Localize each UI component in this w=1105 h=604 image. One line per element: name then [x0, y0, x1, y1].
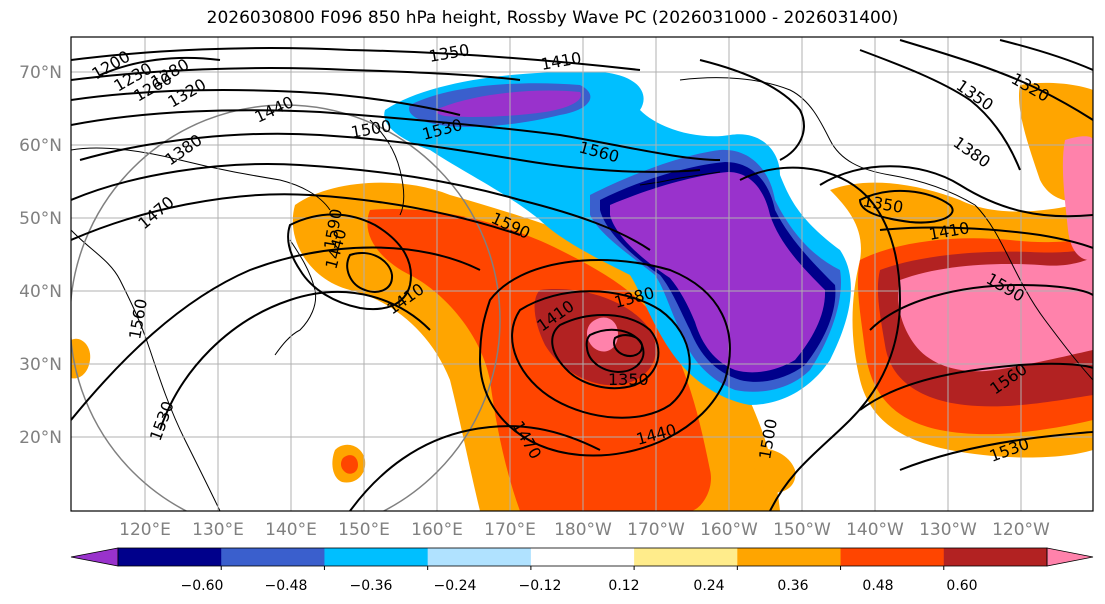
- asia-coastline: [71, 229, 221, 511]
- pink-anomaly-core: [586, 317, 618, 352]
- colorbar-extend-min: [70, 547, 119, 567]
- lon-label: 170°W: [627, 520, 685, 540]
- lat-label: 40°N: [19, 282, 62, 302]
- colorbar-ticks: −0.60 −0.48 −0.36 −0.24 −0.12 0.12 0.24 …: [181, 578, 978, 594]
- colorbar-segments: [70, 547, 1094, 570]
- colorbar-segment: [118, 548, 222, 566]
- colorbar-tick-label: 0.24: [693, 578, 724, 594]
- colorbar-tick-label: −0.24: [434, 578, 477, 594]
- lon-label: 160°W: [700, 520, 758, 540]
- colorbar-tick-label: −0.36: [350, 578, 393, 594]
- asia-coastline-north: [71, 147, 331, 211]
- contour-label: 1470: [134, 192, 177, 233]
- height-contours: [71, 39, 1093, 511]
- colorbar-segment: [737, 548, 842, 566]
- region-circle: [71, 104, 501, 511]
- colorbar-tick-label: 0.60: [946, 578, 977, 594]
- japan-coastline: [274, 239, 317, 356]
- longitude-labels: 120°E 130°E 140°E 150°E 160°E 170°E 180°…: [119, 520, 1050, 540]
- small-red-patch-south: [340, 455, 358, 474]
- colorbar-segment: [221, 548, 325, 566]
- lon-label: 140°W: [846, 520, 904, 540]
- map-frame: [70, 36, 1094, 512]
- colorbar-tick-label: −0.48: [265, 578, 308, 594]
- lon-label: 130°W: [919, 520, 977, 540]
- lon-label: 150°W: [773, 520, 831, 540]
- shaded-anomaly-field: [71, 71, 1093, 511]
- lon-label: 150°E: [338, 520, 390, 540]
- contour-label: 1380: [161, 130, 205, 169]
- contour-label: 1350: [427, 40, 470, 66]
- contour-label: 1440: [252, 92, 297, 126]
- lat-label: 30°N: [19, 355, 62, 375]
- small-positive-patch-hawaii: [754, 448, 796, 493]
- colorbar-tick-label: 0.36: [777, 578, 808, 594]
- colorbar-segment: [530, 548, 635, 566]
- purple-anomaly-north: [436, 90, 581, 117]
- colorbar: −0.60 −0.48 −0.36 −0.24 −0.12 0.12 0.24 …: [70, 547, 1094, 594]
- northeast-pink-region: [1062, 136, 1093, 261]
- contour-label: 1560: [125, 297, 151, 340]
- colorbar-segment: [634, 548, 738, 566]
- lon-label: 170°E: [484, 520, 536, 540]
- lon-label: 120°E: [119, 520, 171, 540]
- alaska-coastline: [679, 77, 976, 206]
- lat-label: 50°N: [19, 209, 62, 229]
- latitude-labels: 70°N 60°N 50°N 40°N 30°N 20°N: [19, 63, 62, 448]
- lon-label: 140°E: [265, 520, 317, 540]
- lon-label: 120°W: [992, 520, 1050, 540]
- lat-label: 70°N: [19, 63, 62, 83]
- lat-label: 60°N: [19, 136, 62, 156]
- contour-label: 1350: [953, 76, 997, 115]
- colorbar-tick-label: −0.60: [181, 578, 224, 594]
- lon-label: 130°E: [192, 520, 244, 540]
- colorbar-outline: [117, 547, 1048, 567]
- colorbar-segment: [324, 548, 429, 566]
- lat-label: 20°N: [19, 428, 62, 448]
- purple-anomaly-trough: [610, 172, 826, 373]
- map-title: 2026030800 F096 850 hPa height, Rossby W…: [206, 8, 899, 28]
- aleutian-chain: [639, 171, 721, 186]
- lon-label: 160°E: [411, 520, 463, 540]
- colorbar-segment: [840, 548, 945, 566]
- colorbar-extend-max: [1046, 547, 1094, 567]
- contour-label: 1380: [950, 133, 994, 172]
- colorbar-segment: [427, 548, 532, 566]
- colorbar-tick-label: 0.12: [608, 578, 639, 594]
- contour-label: 1410: [539, 48, 582, 74]
- graticule: [71, 37, 1093, 511]
- lon-label: 180°W: [554, 520, 612, 540]
- colorbar-tick-label: −0.12: [519, 578, 562, 594]
- colorbar-tick-label: 0.48: [862, 578, 893, 594]
- colorbar-segment: [943, 548, 1048, 566]
- contour-label: 1350: [608, 370, 649, 389]
- red-orange-anomaly-region: [367, 209, 711, 511]
- contour-label: 1500: [349, 116, 392, 142]
